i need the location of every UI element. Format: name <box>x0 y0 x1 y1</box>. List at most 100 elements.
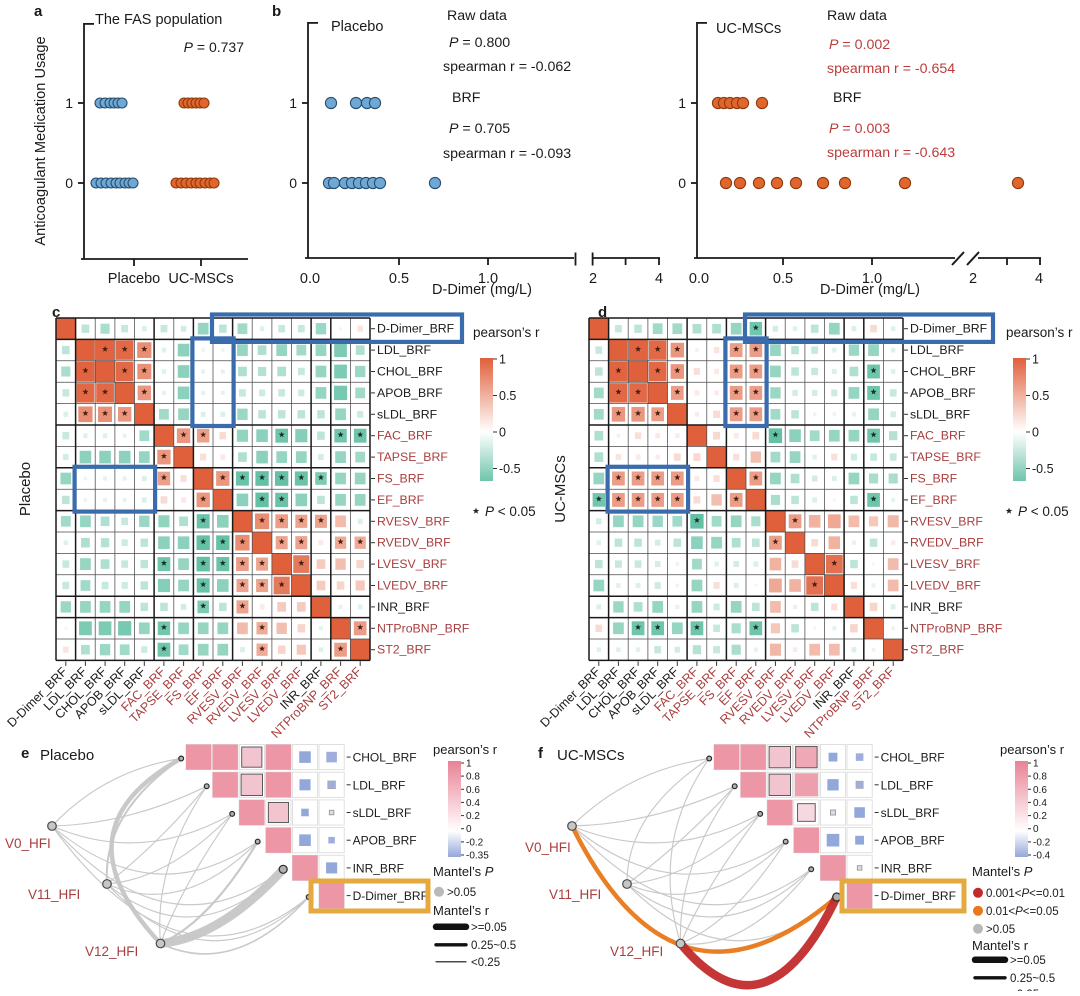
svg-text:pearson’s r: pearson’s r <box>433 742 498 757</box>
svg-text:P = 0.800: P = 0.800 <box>449 35 510 51</box>
svg-text:INR_BRF: INR_BRF <box>910 600 963 614</box>
svg-text:0: 0 <box>466 824 472 835</box>
svg-text:1: 1 <box>289 95 297 111</box>
svg-text:0.4: 0.4 <box>1033 798 1047 809</box>
svg-text:V11_HFI: V11_HFI <box>549 887 601 902</box>
svg-text:LDL_BRF: LDL_BRF <box>881 778 934 792</box>
svg-text:D-Dimer_BRF: D-Dimer_BRF <box>881 889 956 903</box>
svg-text:CHOL_BRF: CHOL_BRF <box>910 365 976 379</box>
svg-text:Mantel’s P: Mantel’s P <box>433 864 494 879</box>
svg-text:-0.2: -0.2 <box>466 837 484 848</box>
svg-text:RVEDV_BRF: RVEDV_BRF <box>910 536 984 550</box>
svg-text:2: 2 <box>589 271 597 287</box>
svg-text:sLDL_BRF: sLDL_BRF <box>353 806 412 820</box>
svg-text:TAPSE_BRF: TAPSE_BRF <box>377 450 448 464</box>
svg-text:D-Dimer (mg/L): D-Dimer (mg/L) <box>432 282 532 298</box>
svg-text:Placebo: Placebo <box>331 19 383 35</box>
svg-text:0.0: 0.0 <box>689 271 709 287</box>
svg-text:a: a <box>34 3 43 20</box>
svg-text:UC-MSCs: UC-MSCs <box>716 21 781 37</box>
svg-text:CHOL_BRF: CHOL_BRF <box>881 751 945 765</box>
svg-text:TAPSE_BRF: TAPSE_BRF <box>910 450 981 464</box>
svg-text:Mantel’s r: Mantel’s r <box>972 938 1029 953</box>
svg-text:0.4: 0.4 <box>466 798 480 809</box>
svg-text:0.2: 0.2 <box>466 811 480 822</box>
svg-text:spearman r = -0.654: spearman r = -0.654 <box>827 61 955 77</box>
svg-text:D-Dimer_BRF: D-Dimer_BRF <box>910 322 988 336</box>
svg-text:APOB_BRF: APOB_BRF <box>377 386 443 400</box>
svg-text:1: 1 <box>678 95 686 111</box>
svg-text:RVESV_BRF: RVESV_BRF <box>910 514 983 528</box>
svg-text:P = 0.705: P = 0.705 <box>449 121 510 137</box>
svg-text:INR_BRF: INR_BRF <box>353 861 404 875</box>
svg-text:Placebo: Placebo <box>108 271 160 287</box>
svg-text:4: 4 <box>655 271 663 287</box>
svg-text:0: 0 <box>1033 824 1039 835</box>
svg-text:0.5: 0.5 <box>773 271 793 287</box>
svg-text:e: e <box>21 745 29 762</box>
svg-text:EF_BRF: EF_BRF <box>377 493 425 507</box>
svg-text:Placebo: Placebo <box>17 462 34 516</box>
svg-text:-0.2: -0.2 <box>1033 837 1051 848</box>
svg-text:ST2_BRF: ST2_BRF <box>910 643 964 657</box>
svg-text:V0_HFI: V0_HFI <box>5 836 51 851</box>
svg-text:0.5: 0.5 <box>389 271 409 287</box>
svg-text:0.001<P<=0.01: 0.001<P<=0.01 <box>986 888 1065 900</box>
svg-text:1.0: 1.0 <box>862 271 882 287</box>
svg-text:LVESV_BRF: LVESV_BRF <box>910 557 981 571</box>
svg-text:V12_HFI: V12_HFI <box>610 944 663 959</box>
svg-text:Raw data: Raw data <box>827 8 887 24</box>
svg-text:sLDL_BRF: sLDL_BRF <box>377 407 438 421</box>
svg-text:BRF: BRF <box>833 90 862 106</box>
svg-text:APOB_BRF: APOB_BRF <box>353 834 417 848</box>
svg-text:CHOL_BRF: CHOL_BRF <box>377 365 443 379</box>
svg-text:P = 0.002: P = 0.002 <box>829 37 890 53</box>
svg-text:LVESV_BRF: LVESV_BRF <box>377 557 448 571</box>
svg-text:pearson’s r: pearson’s r <box>1006 325 1073 340</box>
svg-text:D-Dimer_BRF: D-Dimer_BRF <box>353 889 428 903</box>
svg-text:FS_BRF: FS_BRF <box>377 472 425 486</box>
svg-text:APOB_BRF: APOB_BRF <box>910 386 976 400</box>
svg-text:spearman r = -0.062: spearman r = -0.062 <box>443 59 571 75</box>
svg-text:BRF: BRF <box>452 90 481 106</box>
svg-text:RVEDV_BRF: RVEDV_BRF <box>377 536 451 550</box>
svg-text:f: f <box>538 745 544 762</box>
svg-text:-0.5: -0.5 <box>499 462 521 476</box>
svg-text:spearman r = -0.093: spearman r = -0.093 <box>443 146 571 162</box>
svg-text:0.01<P<=0.05: 0.01<P<=0.05 <box>986 906 1059 918</box>
svg-text:0.5: 0.5 <box>1032 389 1049 403</box>
svg-text:RVESV_BRF: RVESV_BRF <box>377 514 450 528</box>
svg-text:The FAS population: The FAS population <box>95 12 222 28</box>
svg-text:pearson’s r: pearson’s r <box>1000 742 1065 757</box>
svg-text:D-Dimer_BRF: D-Dimer_BRF <box>377 322 455 336</box>
svg-text:>0.05: >0.05 <box>447 887 476 899</box>
svg-text:sLDL_BRF: sLDL_BRF <box>910 407 971 421</box>
svg-text:Mantel’s P: Mantel’s P <box>972 864 1033 879</box>
svg-text:Anticoagulant Medication Usage: Anticoagulant Medication Usage <box>33 36 49 245</box>
svg-text:1: 1 <box>1032 353 1039 367</box>
svg-text:>=0.05: >=0.05 <box>1010 955 1046 967</box>
svg-text:0: 0 <box>678 175 686 191</box>
svg-text:Raw data: Raw data <box>447 8 507 24</box>
svg-text:0.8: 0.8 <box>1033 772 1047 783</box>
svg-text:UC-MSCs: UC-MSCs <box>557 747 625 764</box>
svg-text:P < 0.05: P < 0.05 <box>485 504 536 519</box>
svg-text:UC-MSCs: UC-MSCs <box>168 271 233 287</box>
svg-text:V0_HFI: V0_HFI <box>525 840 571 855</box>
svg-text:b: b <box>272 3 281 20</box>
svg-text:d: d <box>598 304 607 321</box>
svg-text:1.0: 1.0 <box>478 271 498 287</box>
svg-text:Mantel’s r: Mantel’s r <box>433 903 490 918</box>
svg-text:<0.25: <0.25 <box>471 957 500 969</box>
svg-text:LVEDV_BRF: LVEDV_BRF <box>910 579 981 593</box>
svg-text:0.6: 0.6 <box>466 785 480 796</box>
svg-text:FAC_BRF: FAC_BRF <box>910 429 966 443</box>
svg-text:>0.05: >0.05 <box>986 924 1015 936</box>
svg-text:0.25~0.5: 0.25~0.5 <box>471 940 516 952</box>
svg-text:0.5: 0.5 <box>499 389 516 403</box>
svg-text:1: 1 <box>466 759 472 770</box>
svg-text:0.25~0.5: 0.25~0.5 <box>1010 973 1055 985</box>
svg-text:0: 0 <box>1032 426 1039 440</box>
svg-text:FS_BRF: FS_BRF <box>910 472 958 486</box>
svg-text:-0.4: -0.4 <box>1033 851 1051 862</box>
